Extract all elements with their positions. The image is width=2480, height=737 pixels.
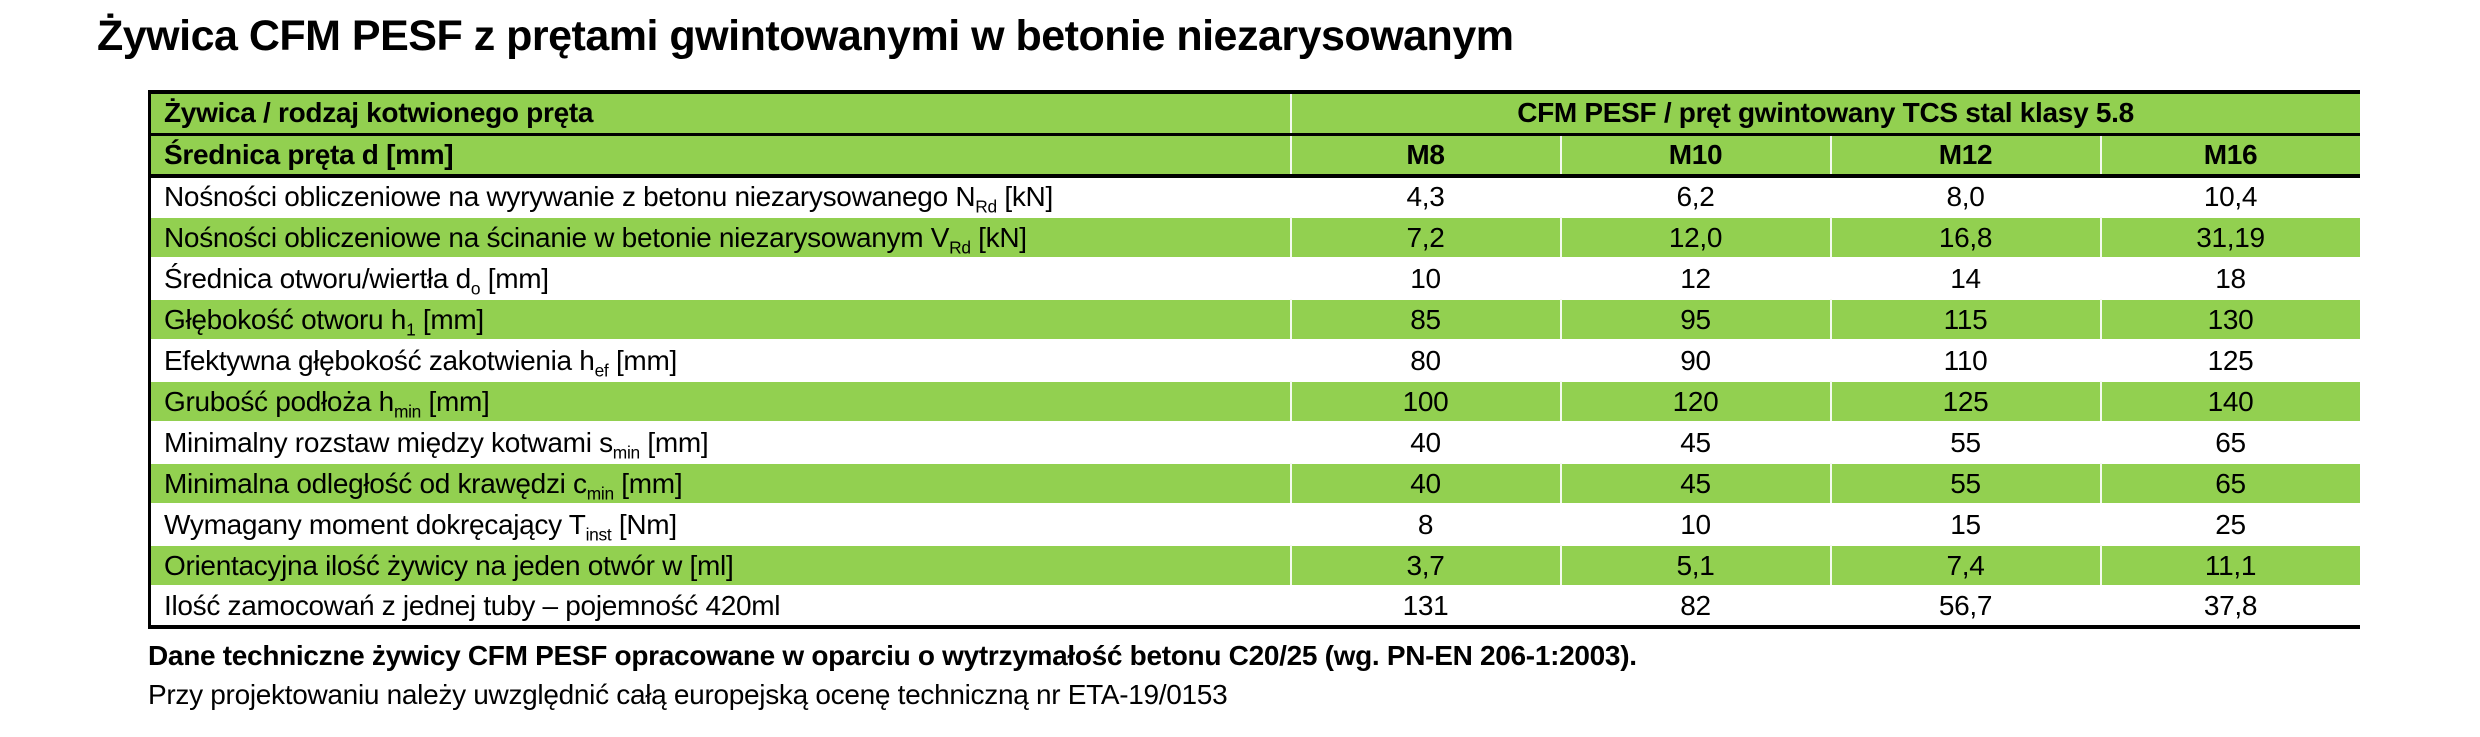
- cell-value: 11,1: [2099, 544, 2360, 587]
- cell-value: 80: [1289, 340, 1561, 381]
- cell-value: 12,0: [1559, 216, 1831, 259]
- column-header-m12: M12: [1829, 134, 2101, 178]
- cell-value: 55: [1829, 422, 2101, 463]
- table-row: Nośności obliczeniowe na ścinanie w beto…: [148, 216, 2360, 259]
- footer: Dane techniczne żywicy CFM PESF opracowa…: [148, 640, 1637, 711]
- row-label-subscript: Rd: [949, 237, 971, 258]
- table-row: Minimalny rozstaw między kotwami smin [m…: [148, 422, 2360, 463]
- row-label: Średnica otworu/wiertła do [mm]: [148, 258, 1291, 299]
- row-label: Minimalna odległość od krawędzi cmin [mm…: [148, 462, 1291, 505]
- footnote-technical-basis: Dane techniczne żywicy CFM PESF opracowa…: [148, 640, 1637, 671]
- table-row: Grubość podłoża hmin [mm] 100 120 125 14…: [148, 380, 2360, 423]
- cell-value: 90: [1559, 340, 1831, 381]
- cell-value: 10: [1559, 504, 1831, 545]
- cell-value: 56,7: [1829, 586, 2101, 629]
- cell-value: 65: [2099, 462, 2360, 505]
- cell-value: 115: [1829, 298, 2101, 341]
- table-header-row-product: Żywica / rodzaj kotwionego pręta CFM PES…: [148, 90, 2360, 136]
- cell-value: 82: [1559, 586, 1831, 629]
- footnote-eta-reference: Przy projektowaniu należy uwzględnić cał…: [148, 679, 1228, 710]
- cell-value: 100: [1289, 380, 1561, 423]
- row-label: Wymagany moment dokręcający Tinst [Nm]: [148, 504, 1291, 545]
- table-row: Nośności obliczeniowe na wyrywanie z bet…: [148, 176, 2360, 217]
- cell-value: 14: [1829, 258, 2101, 299]
- header-product-label: CFM PESF / pręt gwintowany TCS stal klas…: [1289, 90, 2360, 136]
- row-label: Grubość podłoża hmin [mm]: [148, 380, 1291, 423]
- cell-value: 125: [2099, 340, 2360, 381]
- row-label-subscript: min: [393, 401, 422, 422]
- cell-value: 40: [1289, 462, 1561, 505]
- cell-value: 40: [1289, 422, 1561, 463]
- table-row: Minimalna odległość od krawędzi cmin [mm…: [148, 462, 2360, 505]
- cell-value: 8: [1289, 504, 1561, 545]
- cell-value: 7,4: [1829, 544, 2101, 587]
- cell-value: 85: [1289, 298, 1561, 341]
- row-label-subscript: min: [612, 442, 640, 463]
- row-label: Minimalny rozstaw między kotwami smin [m…: [148, 422, 1291, 463]
- cell-value: 8,0: [1829, 176, 2101, 217]
- column-header-m16: M16: [2099, 134, 2360, 178]
- cell-value: 125: [1829, 380, 2101, 423]
- spec-table: Żywica / rodzaj kotwionego pręta CFM PES…: [148, 90, 2360, 629]
- column-header-m8: M8: [1289, 134, 1561, 178]
- cell-value: 4,3: [1289, 176, 1561, 217]
- table-row: Głębokość otworu h1 [mm] 85 95 115 130: [148, 298, 2360, 341]
- row-label: Orientacyjna ilość żywicy na jeden otwór…: [148, 544, 1291, 587]
- row-label: Ilość zamocowań z jednej tuby – pojemnoś…: [148, 586, 1291, 629]
- header-anchor-type-label: Żywica / rodzaj kotwionego pręta: [148, 90, 1291, 136]
- column-header-m10: M10: [1559, 134, 1831, 178]
- cell-value: 16,8: [1829, 216, 2101, 259]
- table-row: Ilość zamocowań z jednej tuby – pojemnoś…: [148, 586, 2360, 629]
- cell-value: 95: [1559, 298, 1831, 341]
- table-row: Orientacyjna ilość żywicy na jeden otwór…: [148, 544, 2360, 587]
- cell-value: 18: [2099, 258, 2360, 299]
- row-label-subscript: inst: [585, 524, 612, 545]
- cell-value: 45: [1559, 462, 1831, 505]
- row-label-subscript: Rd: [975, 196, 997, 217]
- cell-value: 12: [1559, 258, 1831, 299]
- cell-value: 65: [2099, 422, 2360, 463]
- cell-value: 140: [2099, 380, 2360, 423]
- cell-value: 130: [2099, 298, 2360, 341]
- cell-value: 15: [1829, 504, 2101, 545]
- table-row: Średnica otworu/wiertła do [mm] 10 12 14…: [148, 258, 2360, 299]
- cell-value: 10: [1289, 258, 1561, 299]
- row-label-subscript: ef: [594, 360, 609, 381]
- row-label: Nośności obliczeniowe na ścinanie w beto…: [148, 216, 1291, 259]
- row-label: Głębokość otworu h1 [mm]: [148, 298, 1291, 341]
- cell-value: 31,19: [2099, 216, 2360, 259]
- row-label: Efektywna głębokość zakotwienia hef [mm]: [148, 340, 1291, 381]
- cell-value: 5,1: [1559, 544, 1831, 587]
- cell-value: 37,8: [2099, 586, 2360, 629]
- row-label-subscript: min: [586, 483, 614, 504]
- row-label-subscript: o: [470, 278, 481, 299]
- cell-value: 10,4: [2099, 176, 2360, 217]
- table-row: Wymagany moment dokręcający Tinst [Nm] 8…: [148, 504, 2360, 545]
- cell-value: 6,2: [1559, 176, 1831, 217]
- cell-value: 131: [1289, 586, 1561, 629]
- cell-value: 7,2: [1289, 216, 1561, 259]
- row-label-subscript: 1: [406, 319, 416, 340]
- cell-value: 120: [1559, 380, 1831, 423]
- row-label: Nośności obliczeniowe na wyrywanie z bet…: [148, 176, 1291, 217]
- table-row: Efektywna głębokość zakotwienia hef [mm]…: [148, 340, 2360, 381]
- page-title: Żywica CFM PESF z prętami gwintowanymi w…: [97, 12, 1514, 60]
- header-diameter-label: Średnica pręta d [mm]: [148, 134, 1291, 178]
- cell-value: 3,7: [1289, 544, 1561, 587]
- cell-value: 45: [1559, 422, 1831, 463]
- cell-value: 55: [1829, 462, 2101, 505]
- cell-value: 25: [2099, 504, 2360, 545]
- table-header-row-diameters: Średnica pręta d [mm] M8 M10 M12 M16: [148, 134, 2360, 178]
- cell-value: 110: [1829, 340, 2101, 381]
